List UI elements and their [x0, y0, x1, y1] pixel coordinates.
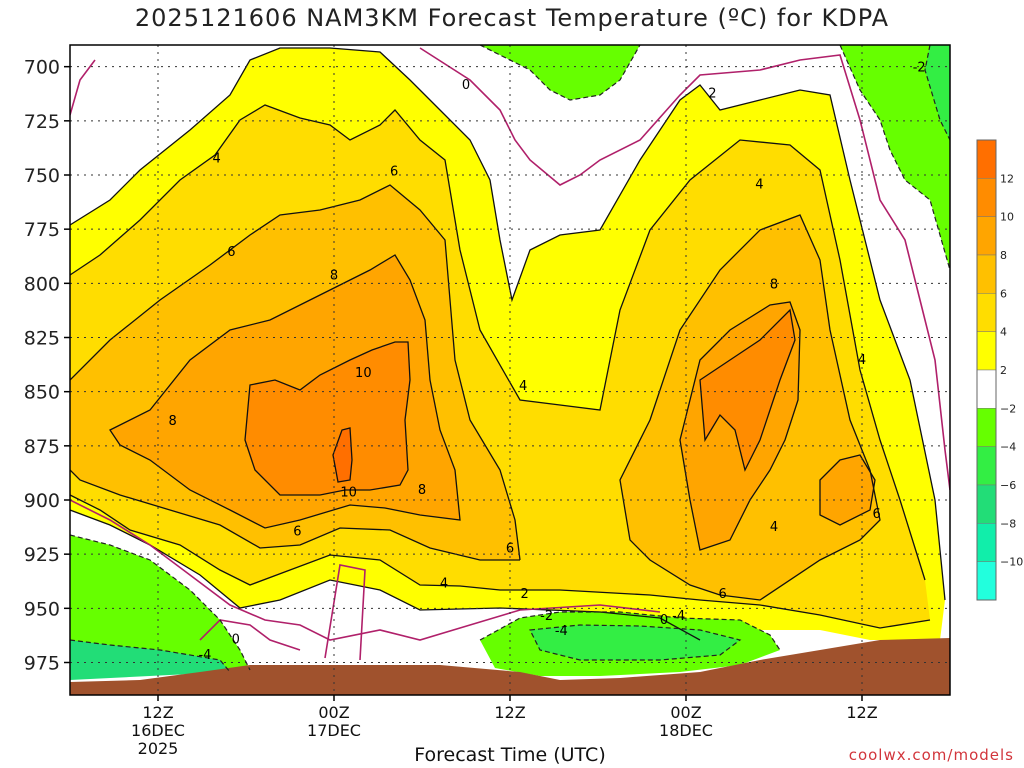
- band-teal-lower-left: [70, 640, 230, 680]
- colorbar: 12 10 8 6 4 2 −2 −4 −6 −8 −10: [976, 139, 1023, 601]
- contour-label: 6: [873, 507, 881, 522]
- colorbar-swatch: [976, 369, 997, 409]
- colorbar-swatch: [976, 484, 997, 524]
- band-orange-12: [333, 428, 352, 482]
- x-axis-label: Forecast Time (UTC): [414, 744, 606, 766]
- contour-label: -4: [555, 624, 568, 639]
- contour-label: 6: [506, 542, 514, 557]
- x-tick-label: 00Z: [318, 703, 349, 722]
- contour-label: 8: [770, 277, 778, 292]
- colorbar-swatch: [976, 216, 997, 256]
- band-teal-upper: [925, 45, 950, 140]
- contour-labels: 0 2 -2 4 6 4 6 8 8 10 4 4 8 10 8 4 6 6 6 4 2 6 -2 0 -4 -4 0 -4: [169, 61, 926, 663]
- colorbar-swatch: [976, 293, 997, 332]
- contour-label: 0: [660, 613, 668, 628]
- colorbar-label: 6: [1000, 287, 1007, 300]
- contour-label: 4: [440, 576, 448, 591]
- contour-label: 6: [293, 524, 301, 539]
- y-tick-label: 750: [24, 165, 60, 187]
- y-tick-label: 850: [24, 382, 60, 404]
- contour-label: -4: [672, 609, 685, 624]
- x-tick-label: 12Z: [494, 703, 525, 722]
- x-tick-label: 16DEC: [131, 721, 185, 740]
- y-tick-label: 950: [24, 598, 60, 620]
- contour-label: 4: [770, 520, 778, 535]
- colorbar-swatch: [976, 331, 997, 371]
- y-axis: 700 725 750 775 800 825 850 875 900 925 950 975: [24, 57, 70, 675]
- contour-label: 4: [858, 353, 866, 368]
- colorbar-swatch: [976, 254, 997, 294]
- contour-label: 6: [227, 245, 235, 260]
- colorbar-swatch: [976, 446, 997, 486]
- contour-label: 8: [418, 483, 426, 498]
- contour-label: -2: [913, 61, 926, 76]
- negative-contours: [70, 45, 950, 673]
- colorbar-swatch: [976, 561, 997, 601]
- credit-text: coolwx.com/models: [848, 746, 1014, 764]
- colorbar-label: 2: [1000, 364, 1007, 377]
- contour-label: 0: [232, 633, 240, 648]
- colorbar-label: −4: [1000, 441, 1016, 454]
- temperature-field: [70, 45, 950, 695]
- y-tick-label: 900: [24, 490, 60, 512]
- colorbar-label: 8: [1000, 249, 1007, 262]
- y-tick-label: 975: [24, 653, 60, 675]
- contour-label: 0: [462, 78, 470, 93]
- colorbar-label: −8: [1000, 517, 1016, 530]
- colorbar-swatch: [976, 408, 997, 447]
- colorbar-label: −2: [1000, 402, 1016, 415]
- y-tick-label: 700: [24, 57, 60, 79]
- colorbar-label: 12: [1000, 172, 1014, 185]
- contour-label: -2: [540, 609, 553, 624]
- colorbar-label: −10: [1000, 556, 1023, 569]
- colorbar-label: 10: [1000, 211, 1014, 224]
- colorbar-swatch: [976, 178, 997, 217]
- x-tick-label: 12Z: [846, 703, 877, 722]
- contour-label: 2: [708, 87, 716, 102]
- contour-label: 8: [169, 414, 177, 429]
- y-tick-label: 775: [24, 219, 60, 241]
- x-tick-label: 18DEC: [659, 721, 713, 740]
- contour-label: 10: [340, 485, 357, 500]
- colorbar-label: 4: [1000, 326, 1007, 339]
- x-tick-label: 00Z: [670, 703, 701, 722]
- colorbar-swatch: [976, 523, 997, 562]
- y-tick-label: 925: [24, 544, 60, 566]
- band-green-lower-left: [70, 535, 250, 670]
- freezing-lines: [70, 47, 950, 661]
- contour-label: 10: [355, 366, 372, 381]
- contour-label: 6: [719, 587, 727, 602]
- x-tick-label: 17DEC: [307, 721, 361, 740]
- contour-label: 4: [519, 379, 527, 394]
- contour-label: 2: [521, 587, 529, 602]
- y-tick-label: 725: [24, 111, 60, 133]
- colorbar-label: −6: [1000, 479, 1016, 492]
- y-tick-label: 800: [24, 273, 60, 295]
- colorbar-swatch: [976, 139, 997, 179]
- x-tick-label: 12Z: [142, 703, 173, 722]
- contour-label: -4: [198, 648, 211, 663]
- y-tick-label: 875: [24, 436, 60, 458]
- y-tick-label: 825: [24, 328, 60, 350]
- x-tick-label: 2025: [138, 739, 179, 758]
- contour-label: 4: [213, 152, 221, 167]
- band-orange-10: [245, 310, 795, 495]
- contour-label: 4: [755, 178, 763, 193]
- band-green-top: [480, 45, 640, 100]
- contour-label: 8: [330, 269, 338, 284]
- contour-label: 6: [390, 165, 398, 180]
- band-green-upper: [840, 45, 950, 270]
- colorbar-frame: [976, 139, 997, 601]
- chart-title: 2025121606 NAM3KM Forecast Temperature (…: [134, 4, 890, 32]
- terrain: [70, 638, 950, 695]
